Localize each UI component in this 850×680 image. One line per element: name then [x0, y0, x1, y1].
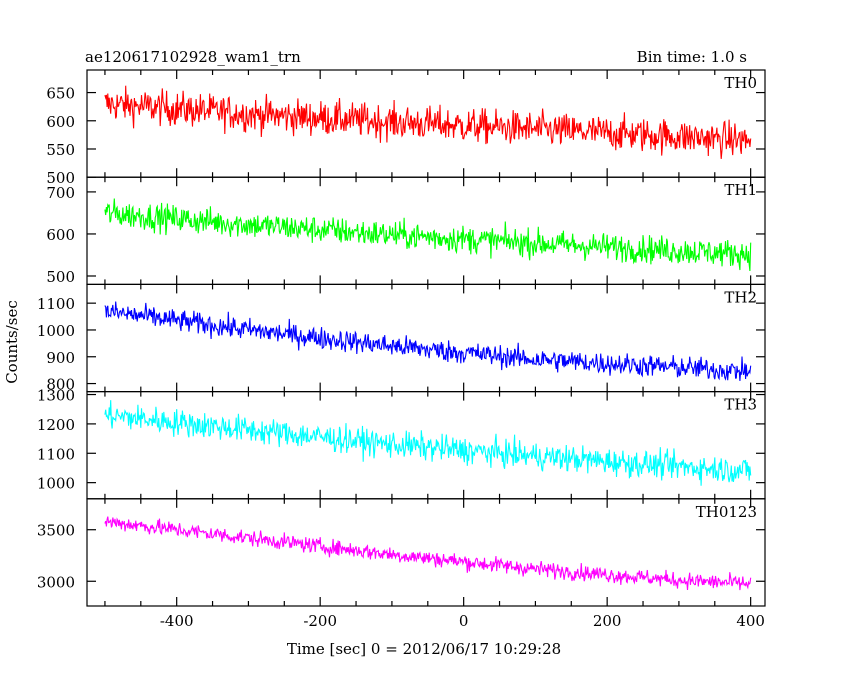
series-line-th1: [104, 198, 752, 272]
x-tick-label: 400: [736, 612, 765, 630]
y-tick-label: 500: [46, 268, 75, 286]
y-tick-label: 3000: [37, 573, 75, 591]
series-line-th0123: [104, 516, 752, 591]
y-tick-label: 650: [46, 85, 75, 103]
panel-label-th2: TH2: [724, 288, 757, 306]
x-axis-label: Time [sec] 0 = 2012/06/17 10:29:28: [287, 640, 561, 658]
y-tick-label: 1000: [37, 322, 75, 340]
chart-title: ae120617102928_wam1_trn: [85, 48, 301, 66]
y-tick-label: 1100: [37, 295, 75, 313]
panel-label-th0: TH0: [724, 74, 757, 92]
y-tick-label: 800: [46, 376, 75, 394]
y-tick-label: 900: [46, 349, 75, 367]
y-axis-label: Counts/sec: [3, 300, 21, 384]
panels-group: TH0 500 550 600 650 TH1 500 600 700 TH2 800 900 1000…: [37, 69, 766, 630]
panel-frame-th0123: [86, 498, 766, 607]
panel-frame-th2: [86, 283, 766, 393]
y-tick-label: 1100: [37, 445, 75, 463]
panel-frame-th1: [86, 176, 766, 285]
series-line-th2: [104, 301, 752, 381]
y-tick-label: 600: [46, 226, 75, 244]
x-tick-label: 200: [593, 612, 622, 630]
y-tick-label: 1200: [37, 416, 75, 434]
y-tick-label: 500: [46, 169, 75, 187]
x-tick-label: -200: [303, 612, 337, 630]
chart-subtitle: Bin time: 1.0 s: [637, 48, 747, 66]
y-tick-label: 1000: [37, 475, 75, 493]
panel-label-th1: TH1: [724, 181, 757, 199]
y-tick-label: 600: [46, 113, 75, 131]
y-tick-label: 550: [46, 141, 75, 159]
panel-frame-th3: [86, 391, 766, 500]
x-tick-label: -400: [160, 612, 194, 630]
panel-label-th3: TH3: [724, 396, 757, 414]
series-line-th3: [104, 400, 752, 486]
series-line-th0: [104, 85, 752, 159]
y-tick-label: 700: [46, 184, 75, 202]
y-tick-label: 3500: [37, 522, 75, 540]
y-tick-label: 1300: [37, 387, 75, 405]
panel-label-th0123: TH0123: [696, 503, 757, 521]
x-tick-label: 0: [459, 612, 469, 630]
